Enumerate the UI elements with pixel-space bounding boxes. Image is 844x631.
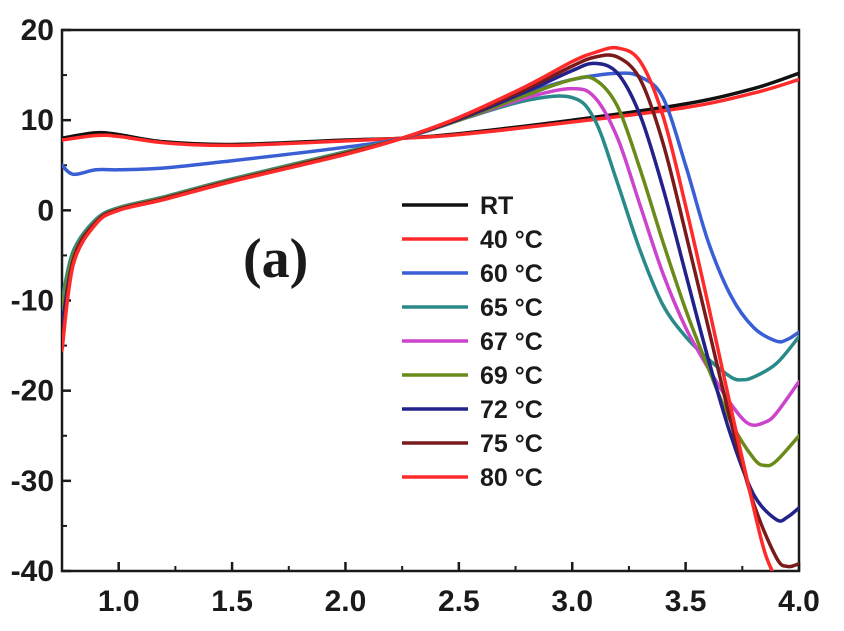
- x-tick-label: 4.0: [778, 585, 820, 618]
- legend-label: 69 °C: [480, 362, 543, 390]
- legend-label: 72 °C: [480, 396, 543, 424]
- y-tick-label: 20: [21, 14, 54, 47]
- x-tick-label: 3.0: [551, 585, 593, 618]
- plot-frame: [60, 28, 801, 573]
- legend-label: RT: [480, 192, 513, 220]
- x-axis: 1.0 1.5 2.0 2.5 3.0 3.5 4.0: [61, 562, 820, 618]
- legend-label: 80 °C: [480, 464, 543, 492]
- y-tick-label: -30: [11, 465, 54, 498]
- x-tick-label: 1.5: [211, 585, 253, 618]
- legend-label: 40 °C: [480, 226, 543, 254]
- series-line-1: [62, 77, 799, 148]
- y-tick-label: 10: [21, 104, 54, 137]
- series-line-6: [62, 61, 799, 523]
- legend-label: 67 °C: [480, 328, 543, 356]
- series-lines: [62, 45, 799, 571]
- panel-annotation: (a): [243, 228, 308, 290]
- series-line-8: [62, 45, 775, 571]
- x-tick-label: 3.5: [665, 585, 707, 618]
- series-line-2: [62, 71, 799, 344]
- series-line-0: [62, 71, 799, 147]
- y-tick-label: 0: [37, 194, 54, 227]
- legend: RT 40 °C 60 °C 65 °C 67 °C 69 °C 72 °C 75 °C 80 …: [402, 192, 543, 492]
- legend-label: 60 °C: [480, 260, 543, 288]
- x-tick-label: 2.0: [325, 585, 367, 618]
- legend-label: 75 °C: [480, 430, 543, 458]
- y-axis: 20 10 0 -10 -20 -30 -40: [11, 14, 71, 588]
- x-tick-label: 1.0: [98, 585, 140, 618]
- y-tick-label: -10: [11, 285, 54, 318]
- y-tick-label: -40: [11, 555, 54, 588]
- legend-label: 65 °C: [480, 294, 543, 322]
- x-tick-label: 2.5: [438, 585, 480, 618]
- plot-area: [60, 28, 801, 573]
- y-tick-label: -20: [11, 375, 54, 408]
